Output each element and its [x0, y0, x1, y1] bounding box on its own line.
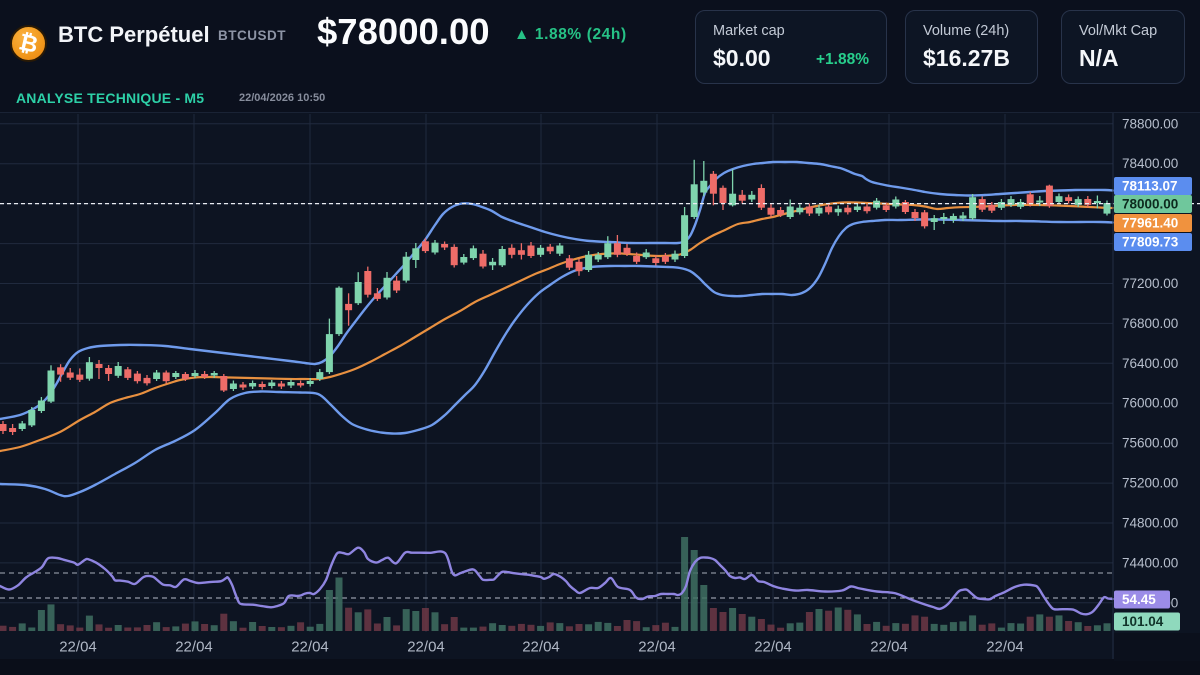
svg-text:76400.00: 76400.00 [1122, 356, 1178, 371]
svg-text:22/04: 22/04 [986, 639, 1024, 656]
svg-text:54.45: 54.45 [1122, 592, 1156, 607]
svg-text:77809.73: 77809.73 [1122, 235, 1179, 250]
svg-text:77961.40: 77961.40 [1122, 216, 1178, 231]
svg-text:78000.00: 78000.00 [1122, 197, 1178, 212]
svg-text:22/04: 22/04 [59, 639, 97, 656]
svg-text:22/04: 22/04 [522, 639, 560, 656]
svg-text:101.04: 101.04 [1122, 614, 1164, 629]
svg-text:78400.00: 78400.00 [1122, 156, 1178, 171]
svg-text:76800.00: 76800.00 [1122, 316, 1178, 331]
svg-text:77200.00: 77200.00 [1122, 276, 1178, 291]
svg-text:22/04: 22/04 [638, 639, 676, 656]
svg-text:75600.00: 75600.00 [1122, 436, 1178, 451]
svg-text:78113.07: 78113.07 [1122, 179, 1178, 194]
svg-text:22/04: 22/04 [291, 639, 329, 656]
svg-text:75200.00: 75200.00 [1122, 476, 1178, 491]
svg-text:22/04: 22/04 [407, 639, 445, 656]
svg-text:76000.00: 76000.00 [1122, 396, 1178, 411]
svg-text:22/04: 22/04 [175, 639, 213, 656]
svg-text:22/04: 22/04 [754, 639, 792, 656]
svg-text:74800.00: 74800.00 [1122, 516, 1178, 531]
svg-text:74400.00: 74400.00 [1122, 555, 1178, 570]
svg-text:22/04: 22/04 [870, 639, 908, 656]
svg-text:78800.00: 78800.00 [1122, 116, 1178, 131]
